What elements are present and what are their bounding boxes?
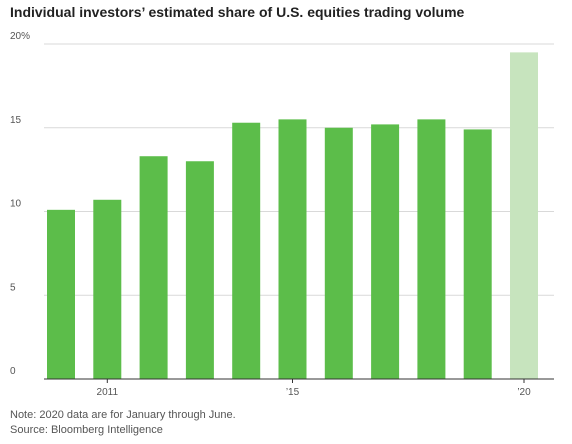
footnote: Note: 2020 data are for January through … [10, 408, 236, 438]
bar-2016 [324, 127, 353, 379]
y-tick-label: 5 [10, 282, 16, 293]
bar-2018 [417, 119, 446, 379]
bar-2020 [510, 52, 538, 379]
y-tick-label: 10 [10, 199, 22, 210]
x-tick-label: ’20 [517, 387, 531, 398]
bar-2019 [463, 129, 492, 379]
note-text: Note: 2020 data are for January through … [10, 409, 236, 421]
y-tick-label: 0 [10, 366, 16, 377]
y-tick-label: 20% [10, 31, 30, 42]
x-tick-label: 2011 [97, 387, 119, 398]
bar-2014 [232, 122, 261, 379]
source-text: Source: Bloomberg Intelligence [10, 424, 163, 436]
bar-2010 [47, 209, 75, 379]
bar-2015 [278, 119, 307, 379]
x-tick-label: ’15 [286, 387, 300, 398]
y-tick-label: 15 [10, 115, 22, 126]
bar-2011 [93, 199, 122, 379]
bar-2013 [185, 161, 214, 379]
chart-title: Individual investors’ estimated share of… [10, 4, 465, 20]
bar-2017 [371, 124, 400, 380]
bar-2012 [139, 156, 168, 379]
